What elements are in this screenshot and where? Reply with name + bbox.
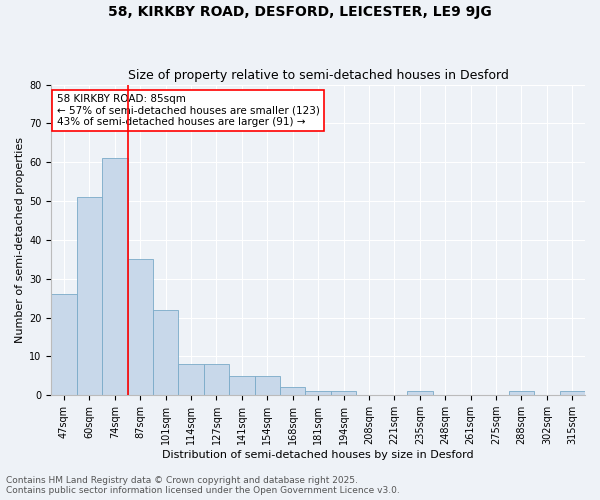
Bar (560, 392, 585, 395)
Bar (178, 364, 204, 395)
Bar (102, 158, 128, 395)
Bar (305, 392, 331, 395)
Text: 58, KIRKBY ROAD, DESFORD, LEICESTER, LE9 9JG: 58, KIRKBY ROAD, DESFORD, LEICESTER, LE9… (108, 5, 492, 19)
Bar (153, 310, 178, 395)
Text: 58 KIRKBY ROAD: 85sqm
← 57% of semi-detached houses are smaller (123)
43% of sem: 58 KIRKBY ROAD: 85sqm ← 57% of semi-deta… (56, 94, 319, 127)
X-axis label: Distribution of semi-detached houses by size in Desford: Distribution of semi-detached houses by … (163, 450, 474, 460)
Bar (407, 392, 433, 395)
Bar (254, 376, 280, 395)
Text: Contains HM Land Registry data © Crown copyright and database right 2025.
Contai: Contains HM Land Registry data © Crown c… (6, 476, 400, 495)
Bar (128, 260, 153, 395)
Bar (77, 197, 102, 395)
Bar (331, 392, 356, 395)
Bar (509, 392, 534, 395)
Bar (204, 364, 229, 395)
Bar (229, 376, 254, 395)
Y-axis label: Number of semi-detached properties: Number of semi-detached properties (15, 137, 25, 343)
Bar (280, 388, 305, 395)
Bar (51, 294, 77, 395)
Title: Size of property relative to semi-detached houses in Desford: Size of property relative to semi-detach… (128, 69, 509, 82)
